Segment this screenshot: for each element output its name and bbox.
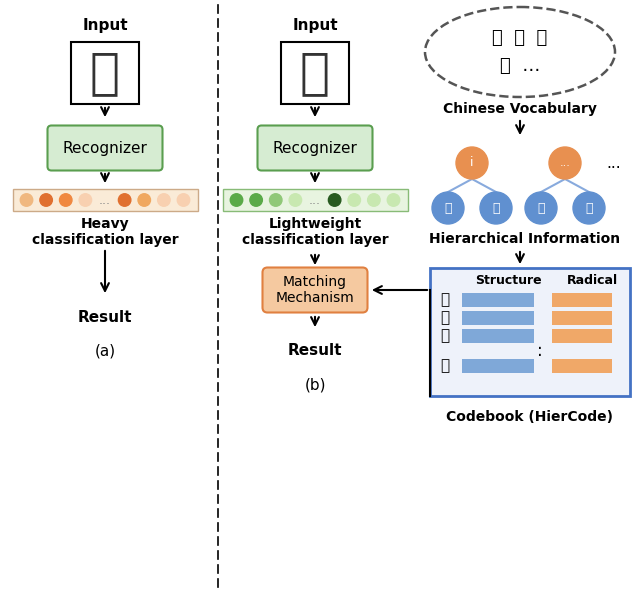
FancyBboxPatch shape — [262, 268, 367, 313]
Text: Input: Input — [292, 18, 338, 33]
Circle shape — [20, 194, 33, 206]
Text: 欢: 欢 — [440, 292, 449, 307]
Circle shape — [480, 192, 512, 224]
Text: 田: 田 — [537, 201, 545, 214]
Circle shape — [289, 194, 301, 206]
Bar — [13, 189, 198, 211]
Bar — [223, 189, 408, 211]
Text: i: i — [470, 156, 474, 169]
FancyBboxPatch shape — [47, 126, 163, 170]
Bar — [462, 359, 534, 373]
Text: Result: Result — [288, 343, 342, 358]
FancyBboxPatch shape — [257, 126, 372, 170]
Text: Hierarchical Information: Hierarchical Information — [429, 232, 621, 246]
Text: (b): (b) — [304, 378, 326, 393]
Text: Lightweight
classification layer: Lightweight classification layer — [242, 217, 388, 247]
Text: 好: 好 — [440, 310, 449, 326]
Bar — [552, 329, 612, 343]
Circle shape — [348, 194, 360, 206]
Text: Recognizer: Recognizer — [63, 140, 147, 156]
Text: Codebook (HierCode): Codebook (HierCode) — [447, 410, 614, 424]
Text: 心: 心 — [585, 201, 593, 214]
Bar — [430, 268, 630, 396]
Text: ...: ... — [309, 194, 321, 207]
Text: ...: ... — [99, 194, 111, 207]
Bar — [71, 42, 139, 104]
Circle shape — [456, 147, 488, 179]
Text: :: : — [537, 342, 543, 360]
Circle shape — [230, 194, 243, 206]
Circle shape — [118, 194, 131, 206]
Circle shape — [60, 194, 72, 206]
Circle shape — [269, 194, 282, 206]
Text: 欢: 欢 — [300, 49, 330, 97]
Bar — [552, 311, 612, 325]
Text: ...: ... — [607, 156, 621, 170]
Bar — [462, 293, 534, 307]
Text: 次: 次 — [440, 329, 449, 343]
Text: 又: 又 — [444, 201, 452, 214]
Text: 思  …: 思 … — [500, 57, 540, 75]
Circle shape — [157, 194, 170, 206]
Circle shape — [328, 194, 341, 206]
Text: Structure: Structure — [475, 274, 541, 287]
Text: (a): (a) — [95, 344, 116, 359]
Bar — [462, 311, 534, 325]
Text: Result: Result — [77, 310, 132, 325]
Bar — [462, 329, 534, 343]
Circle shape — [40, 194, 52, 206]
Circle shape — [367, 194, 380, 206]
Text: 好  次  欢: 好 次 欢 — [492, 29, 548, 47]
Text: 思: 思 — [440, 359, 449, 374]
Bar — [281, 42, 349, 104]
Bar — [552, 359, 612, 373]
Text: Radical: Radical — [566, 274, 618, 287]
Circle shape — [573, 192, 605, 224]
Bar — [552, 293, 612, 307]
Circle shape — [177, 194, 189, 206]
Text: Input: Input — [82, 18, 128, 33]
Circle shape — [250, 194, 262, 206]
Text: 欢: 欢 — [90, 49, 120, 97]
Circle shape — [549, 147, 581, 179]
Circle shape — [79, 194, 92, 206]
Circle shape — [525, 192, 557, 224]
Text: ...: ... — [559, 158, 570, 168]
Text: Heavy
classification layer: Heavy classification layer — [32, 217, 179, 247]
Text: Matching
Mechanism: Matching Mechanism — [276, 275, 355, 305]
Circle shape — [138, 194, 150, 206]
Text: Chinese Vocabulary: Chinese Vocabulary — [443, 102, 597, 116]
Circle shape — [387, 194, 400, 206]
Circle shape — [432, 192, 464, 224]
Text: 欠: 欠 — [492, 201, 500, 214]
Text: Recognizer: Recognizer — [273, 140, 357, 156]
